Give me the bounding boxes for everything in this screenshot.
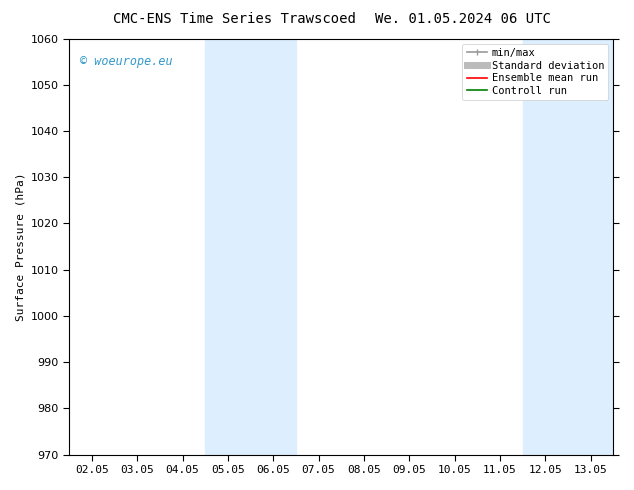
Legend: min/max, Standard deviation, Ensemble mean run, Controll run: min/max, Standard deviation, Ensemble me…: [462, 44, 608, 100]
Text: We. 01.05.2024 06 UTC: We. 01.05.2024 06 UTC: [375, 12, 551, 26]
Bar: [522, 39, 614, 455]
Text: CMC-ENS Time Series Trawscoed: CMC-ENS Time Series Trawscoed: [113, 12, 356, 26]
Bar: [205, 39, 296, 455]
Text: © woeurope.eu: © woeurope.eu: [80, 55, 172, 68]
Y-axis label: Surface Pressure (hPa): Surface Pressure (hPa): [15, 172, 25, 321]
